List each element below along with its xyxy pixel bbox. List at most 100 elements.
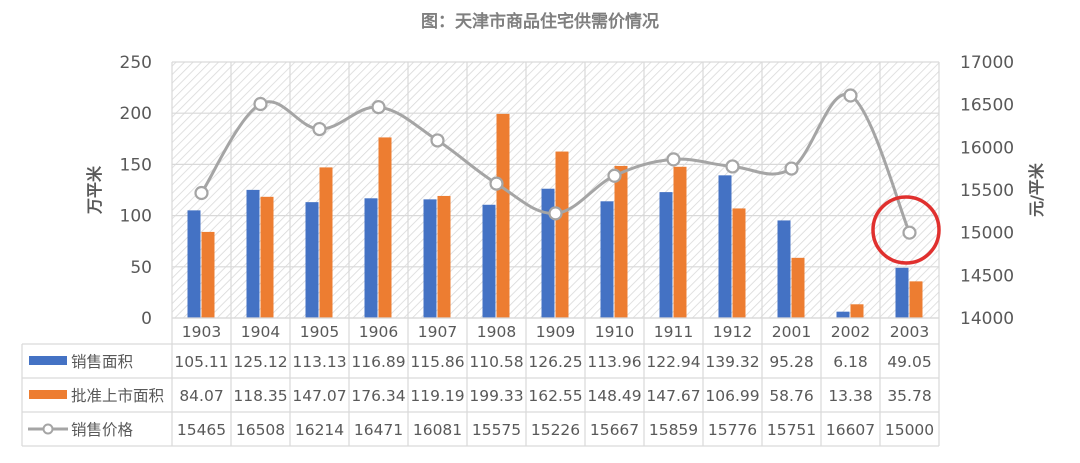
chart-title: 图：天津市商品住宅供需价情况 — [421, 11, 659, 32]
table-cell: 16508 — [236, 421, 285, 439]
bar — [496, 113, 510, 318]
price-marker — [253, 96, 268, 112]
price-marker — [843, 88, 858, 103]
bar — [260, 196, 274, 318]
left-tick-label: 200 — [120, 104, 152, 124]
bar — [909, 281, 923, 318]
bar — [305, 202, 319, 318]
gridlines — [171, 61, 940, 446]
data-table: 1903 1904 1905 1906 1907 1908 1909 1910 1911 1912… — [21, 317, 939, 447]
table-cell: 15000 — [885, 421, 934, 439]
right-axis-title: 元/平米 — [1027, 162, 1046, 217]
table-cell: 15667 — [590, 421, 639, 439]
table-cell: 118.35 — [233, 387, 287, 405]
table-cell: 49.05 — [887, 353, 931, 371]
right-tick-label: 17000 — [960, 53, 1014, 73]
table-cell: 162.55 — [528, 387, 582, 405]
table-cell: 84.07 — [179, 387, 223, 405]
bar — [732, 208, 746, 318]
left-tick-label: 250 — [120, 53, 152, 73]
price-line-series — [194, 88, 917, 240]
table-cell: 13.38 — [828, 387, 872, 405]
table-cell: 115.86 — [410, 353, 464, 371]
price-marker — [430, 133, 445, 148]
category-label: 1909 — [536, 323, 575, 341]
price-marker — [194, 185, 209, 201]
table-cell: 16607 — [826, 421, 875, 439]
table-cell: 110.58 — [469, 353, 523, 371]
table-cell: 16214 — [295, 421, 344, 439]
bar — [201, 231, 215, 318]
table-cell: 125.12 — [233, 353, 287, 371]
right-tick-label: 15000 — [960, 224, 1014, 244]
bar — [895, 267, 909, 318]
table-cell: 15226 — [531, 421, 580, 439]
left-tick-label: 50 — [130, 258, 152, 278]
bar — [850, 304, 864, 318]
bar — [378, 137, 392, 318]
table-cell: 199.33 — [469, 387, 523, 405]
bar — [555, 151, 569, 318]
right-axis-ticks: 14000 14500 15000 15500 16000 16500 17000 — [960, 53, 1014, 329]
table-cell: 122.94 — [646, 353, 700, 371]
bar — [614, 165, 628, 318]
bar-series — [187, 113, 923, 318]
table-cell: 15859 — [649, 421, 698, 439]
price-marker — [784, 161, 799, 176]
category-label: 1906 — [359, 323, 398, 341]
table-cell: 95.28 — [769, 353, 813, 371]
category-label: 1911 — [654, 323, 693, 341]
legend-label: 批准上市面积 — [71, 387, 164, 405]
bar — [836, 311, 850, 318]
legend-label: 销售价格 — [71, 421, 134, 439]
table-cell: 126.25 — [528, 353, 582, 371]
bar — [319, 167, 333, 318]
category-label: 1907 — [418, 323, 457, 341]
table-cell: 139.32 — [705, 353, 759, 371]
legend-swatch — [29, 390, 67, 399]
table-cell: 147.07 — [292, 387, 346, 405]
category-label: 2001 — [772, 323, 811, 341]
table-cell: 35.78 — [887, 387, 931, 405]
table-cell: 15575 — [472, 421, 521, 439]
left-tick-label: 150 — [120, 155, 152, 175]
category-label: 2003 — [890, 323, 929, 341]
category-label: 2002 — [831, 323, 870, 341]
right-tick-label: 14000 — [960, 309, 1014, 329]
price-marker — [607, 168, 622, 183]
table-cell: 106.99 — [705, 387, 759, 405]
category-label: 1903 — [182, 323, 221, 341]
bar — [364, 198, 378, 318]
price-marker — [489, 176, 504, 191]
table-cell: 105.11 — [174, 353, 228, 371]
table-cell: 116.89 — [351, 353, 405, 371]
price-marker — [312, 121, 327, 137]
table-cell: 15776 — [708, 421, 757, 439]
left-axis-ticks: 0 50 100 150 200 250 — [120, 53, 152, 329]
bar — [673, 166, 687, 318]
price-marker — [666, 152, 681, 167]
legend-label: 销售面积 — [71, 353, 133, 371]
bar — [718, 175, 732, 318]
table-cell: 15751 — [767, 421, 816, 439]
right-tick-label: 14500 — [960, 266, 1014, 286]
category-label: 1910 — [595, 323, 634, 341]
bar — [659, 192, 673, 318]
left-axis-title: 万平米 — [85, 165, 104, 215]
table-cell: 16471 — [354, 421, 403, 439]
price-marker — [902, 225, 917, 240]
bar — [187, 210, 201, 318]
table-cell: 58.76 — [769, 387, 813, 405]
table-cell: 113.13 — [292, 353, 346, 371]
highlight-red-circle — [871, 195, 941, 265]
bar — [437, 195, 451, 318]
category-label: 1908 — [477, 323, 516, 341]
legend-swatch — [29, 356, 67, 365]
bar — [600, 201, 614, 318]
right-tick-label: 15500 — [960, 181, 1014, 201]
right-tick-label: 16000 — [960, 138, 1014, 158]
bar — [777, 220, 791, 318]
table-cell: 6.18 — [833, 353, 868, 371]
price-marker — [548, 206, 563, 221]
